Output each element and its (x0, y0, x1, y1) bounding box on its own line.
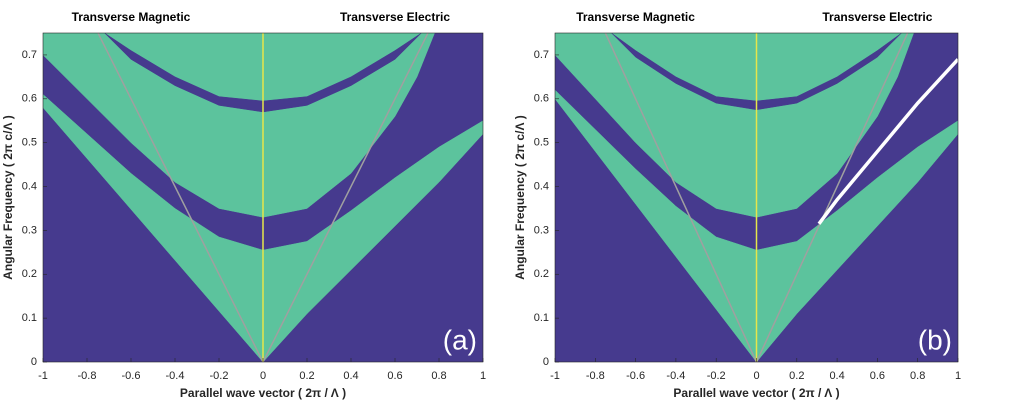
x-axis-title: Parallel wave vector ( 2π / Λ ) (180, 386, 346, 400)
x-tick-label: 0.2 (299, 370, 314, 382)
x-tick-label: -0.2 (210, 370, 229, 382)
reference-line (97, 33, 429, 362)
band-region (555, 33, 914, 218)
x-tick-label: -0.2 (707, 370, 726, 382)
y-tick-label: 0 (543, 356, 549, 368)
x-tick-label: 0.8 (431, 370, 446, 382)
y-tick-label: 0.4 (534, 180, 549, 192)
y-tick-label: 0.3 (22, 224, 37, 236)
x-tick-label: 1 (480, 370, 486, 382)
x-tick-label: 0 (753, 370, 759, 382)
y-tick-label: 0.1 (534, 312, 549, 324)
x-tick-label: 0.2 (789, 370, 804, 382)
y-tick-label: 0.5 (534, 137, 549, 149)
panel-label: (b) (918, 324, 952, 355)
y-tick-label: 0.7 (534, 49, 549, 61)
annotation: Transverse Electric (822, 10, 932, 24)
x-tick-label: -0.4 (166, 370, 185, 382)
x-tick-label: 0.8 (910, 370, 925, 382)
x-tick-label: -0.6 (122, 370, 141, 382)
panel-label: (a) (443, 324, 477, 355)
x-tick-label: -0.6 (626, 370, 645, 382)
y-tick-label: 0.2 (22, 268, 37, 280)
y-tick-label: 0.3 (534, 224, 549, 236)
y-tick-label: 0.6 (534, 93, 549, 105)
band-region (611, 33, 902, 111)
x-tick-label: 0.4 (343, 370, 358, 382)
annotation: Transverse Magnetic (72, 10, 191, 24)
x-tick-label: -0.4 (666, 370, 685, 382)
chart-panel: -1 -0.8 -0.6 -0.4 -0.2 0 0.2 0.4 0.6 0.8 1 0 0.1 0.2 0… (1, 10, 486, 400)
y-tick-label: 0.5 (22, 137, 37, 149)
y-axis-title: Angular Frequency ( 2π c/Λ ) (1, 115, 15, 280)
x-tick-label: -0.8 (78, 370, 97, 382)
x-tick-label: -0.8 (586, 370, 605, 382)
y-tick-label: 0.2 (534, 268, 549, 280)
y-tick-label: 0 (31, 356, 37, 368)
plot-area (43, 33, 483, 362)
y-tick-label: 0.7 (22, 49, 37, 61)
reference-line (604, 33, 909, 362)
annotation: Transverse Electric (340, 10, 450, 24)
x-tick-label: -1 (550, 370, 560, 382)
x-axis-title: Parallel wave vector ( 2π / Λ ) (673, 386, 839, 400)
band-region (43, 33, 435, 218)
x-tick-label: -1 (38, 370, 48, 382)
x-tick-label: 0 (260, 370, 266, 382)
x-tick-label: 0.4 (829, 370, 844, 382)
highlight-curve (817, 58, 958, 225)
y-tick-label: 0.4 (22, 180, 37, 192)
y-tick-label: 0.1 (22, 312, 37, 324)
y-tick-label: 0.6 (22, 93, 37, 105)
band-region (104, 33, 422, 113)
x-tick-label: 0.6 (870, 370, 885, 382)
chart-panel: -1 -0.8 -0.6 -0.4 -0.2 0 0.2 0.4 0.6 0.8 1 0 0.1 0.2 0… (513, 10, 961, 400)
plot-area (555, 33, 958, 362)
y-axis-title: Angular Frequency ( 2π c/Λ ) (513, 115, 527, 280)
annotation: Transverse Magnetic (576, 10, 695, 24)
x-tick-label: 0.6 (387, 370, 402, 382)
x-tick-label: 1 (955, 370, 961, 382)
